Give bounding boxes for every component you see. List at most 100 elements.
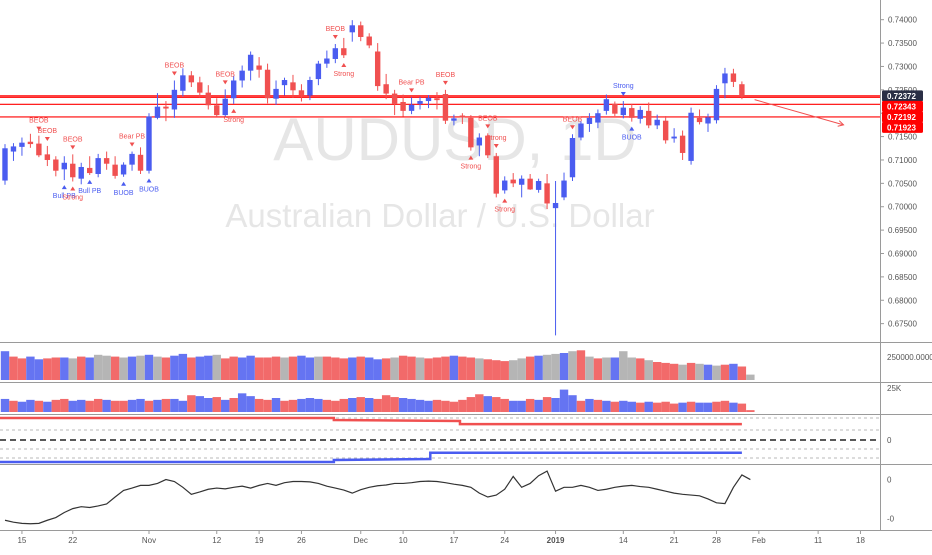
level-badge-label: 0.72343 xyxy=(887,102,916,111)
volume-bar xyxy=(652,362,662,380)
oscillator-bar xyxy=(348,398,357,412)
oscillator-bar xyxy=(246,396,255,412)
level-badge xyxy=(882,90,923,102)
candle-body xyxy=(527,178,533,190)
oscillator-bar xyxy=(636,402,645,412)
volume-bar xyxy=(737,366,747,380)
volume-bar xyxy=(195,356,205,380)
candle-body xyxy=(578,123,584,138)
volume-bar xyxy=(517,358,526,380)
oscillator-bar xyxy=(669,403,679,412)
oscillator-bar xyxy=(390,397,399,412)
oscillator-bar xyxy=(153,399,162,412)
annotation-label: Bull PB xyxy=(78,188,101,195)
volume-bar xyxy=(712,365,721,380)
candle-body xyxy=(61,162,67,170)
oscillator-bar xyxy=(322,399,332,412)
volume-bar xyxy=(161,357,171,380)
oscillator-bar xyxy=(356,397,365,412)
annotation-arrow-down xyxy=(332,35,338,40)
oscillator-bar xyxy=(542,397,552,412)
price-tick-label: 0.67500 xyxy=(888,320,917,329)
oscillator-bar xyxy=(534,399,543,412)
price-axis[interactable]: 0.740000.735000.730000.725000.720000.715… xyxy=(880,16,923,329)
oscillator-bar xyxy=(204,398,213,412)
candle-body xyxy=(341,48,347,56)
candle-body xyxy=(239,70,245,81)
annotation-arrow-down xyxy=(442,80,448,85)
oscillator-bar xyxy=(559,389,569,412)
candle-body xyxy=(53,159,59,171)
candle-body xyxy=(205,92,211,106)
price-tick-label: 0.70000 xyxy=(888,203,917,212)
annotation-arrow-down xyxy=(569,125,575,130)
candle-body xyxy=(679,135,686,153)
annotation-label: BEOB xyxy=(215,71,235,78)
volume-bar xyxy=(305,357,315,380)
candle-body xyxy=(197,82,203,93)
candle-body xyxy=(705,117,711,124)
volume-bar xyxy=(348,357,357,380)
oscillator-bar xyxy=(517,400,526,412)
candle-body xyxy=(646,110,652,126)
oscillator-axis-label: 25K xyxy=(887,384,902,393)
oscillator-bar xyxy=(85,400,94,412)
annotation-label: BEOB xyxy=(29,118,49,125)
oscillator-bar xyxy=(458,399,467,412)
candle-body xyxy=(468,117,474,148)
candle-body xyxy=(290,82,296,91)
volume-bar xyxy=(415,357,425,380)
candle-body xyxy=(10,146,17,152)
annotation-label: BUOB xyxy=(114,190,134,197)
volume-bar xyxy=(381,358,391,380)
volume-bar xyxy=(365,357,374,380)
candle-body xyxy=(95,158,101,174)
annotation-arrow-down xyxy=(620,92,626,97)
oscillator-bar xyxy=(136,398,145,412)
volume-bar xyxy=(314,356,323,380)
volume-bar xyxy=(102,355,111,380)
annotation-label: BEOB xyxy=(563,116,583,123)
price-tick-label: 0.74000 xyxy=(888,16,917,25)
candle-body xyxy=(332,48,339,59)
oscillator-bar xyxy=(34,400,44,412)
volume-bar xyxy=(144,354,154,380)
annotation-label: Strong xyxy=(223,117,244,124)
annotation-arrow-up xyxy=(121,181,127,186)
oscillator-bar xyxy=(161,398,171,412)
time-tick-label: 10 xyxy=(399,536,408,545)
candle-body xyxy=(383,84,389,94)
candle-body xyxy=(315,63,322,80)
oscillator-bar xyxy=(51,399,61,412)
time-tick-label: 11 xyxy=(814,536,823,545)
annotation-label: BUOB xyxy=(622,135,642,142)
candle-body xyxy=(485,135,491,156)
oscillator-bar xyxy=(610,401,620,412)
annotation-label: Strong xyxy=(494,207,515,214)
volume-bar xyxy=(390,357,399,380)
volume-bar xyxy=(686,362,696,380)
volume-axis-label: 250000.0000 xyxy=(887,353,932,362)
annotation-arrow-up xyxy=(146,178,152,183)
oscillator-bar xyxy=(331,400,340,412)
volume-bar xyxy=(297,355,306,380)
level-badge-label: 0.72372 xyxy=(887,92,916,101)
time-tick-label: 15 xyxy=(17,536,26,545)
annotation-label: BEOB xyxy=(63,136,83,143)
trend-arrow-head xyxy=(837,120,845,127)
oscillator-bar xyxy=(483,396,492,412)
candle-body xyxy=(366,36,372,46)
oscillator-bar xyxy=(686,401,696,412)
oscillator-bar xyxy=(365,398,374,412)
oscillator-bar xyxy=(492,397,501,412)
oscillator-bar xyxy=(280,400,289,412)
candle-body xyxy=(417,101,423,104)
oscillator-bar xyxy=(195,396,205,412)
candles xyxy=(2,20,845,336)
time-axis[interactable]: 15 22 Nov 12 19 26 Dec 10 17 24 2019 14 21 28 Feb 11 18 xyxy=(17,530,865,545)
oscillator-bar xyxy=(644,401,653,412)
volume-bar xyxy=(509,360,518,380)
oscillator-bar xyxy=(119,400,128,412)
oscillator-bar xyxy=(93,398,103,412)
